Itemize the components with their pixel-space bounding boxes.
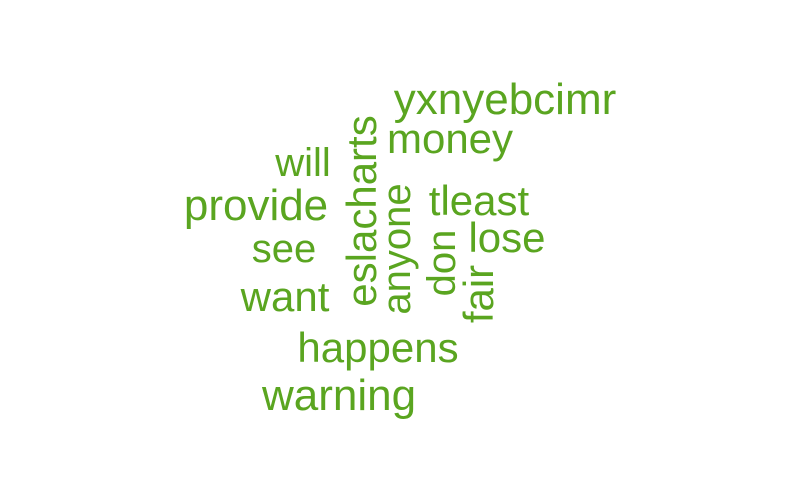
word-lose: lose [468, 214, 546, 261]
word-yxnyebcimr: yxnyebcimr [393, 75, 617, 124]
word-happens: happens [297, 324, 459, 371]
word-want: want [240, 273, 330, 320]
word-anyone: anyone [375, 183, 419, 315]
word-warning: warning [261, 371, 417, 420]
word-tleast: tleast [428, 177, 530, 224]
word-provide: provide [183, 181, 329, 230]
word-money: money [386, 115, 514, 162]
word-will: will [275, 141, 331, 185]
word-see: see [251, 227, 317, 271]
word-fair: fair [455, 264, 502, 324]
